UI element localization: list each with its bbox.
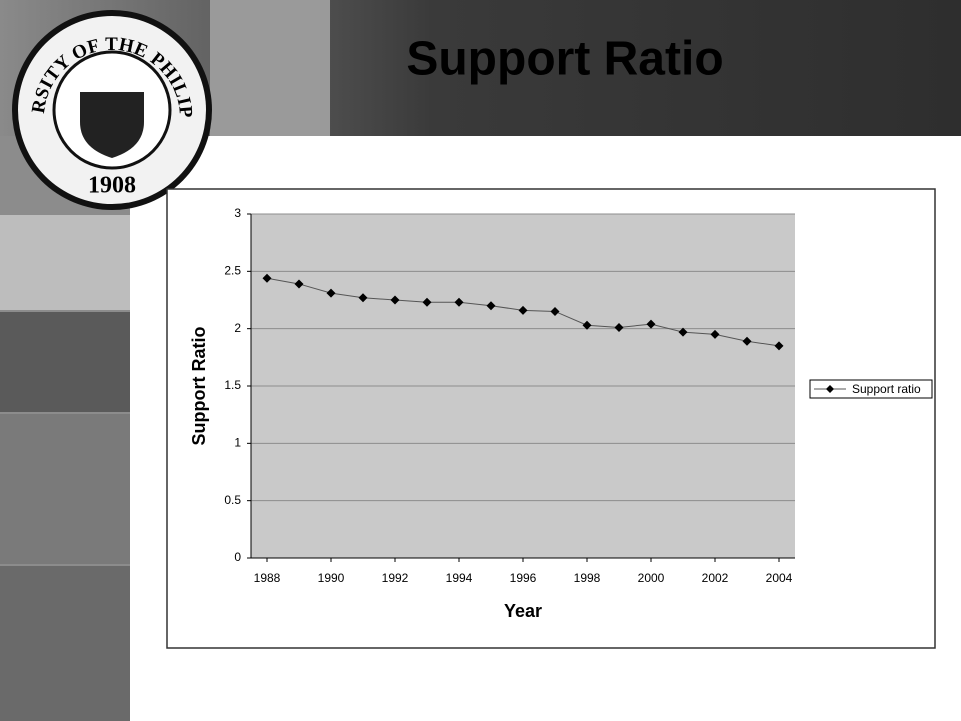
header-photo (210, 0, 330, 136)
data-point (646, 319, 656, 329)
legend-label: Support ratio (852, 382, 921, 396)
y-tick-label: 1.5 (224, 378, 241, 392)
data-point (518, 305, 528, 315)
x-tick-label: 2004 (766, 571, 793, 585)
slide-title: Support Ratio (406, 33, 723, 86)
x-tick-label: 2002 (702, 571, 729, 585)
photo (0, 566, 130, 721)
data-point (326, 288, 336, 298)
data-point (262, 273, 272, 283)
x-tick-label: 1996 (510, 571, 537, 585)
data-point (582, 320, 592, 330)
x-axis-title: Year (504, 601, 542, 621)
data-point (614, 323, 624, 333)
data-point (550, 306, 560, 316)
data-point (710, 329, 720, 339)
data-point (422, 297, 432, 307)
data-point (486, 301, 496, 311)
x-tick-label: 2000 (638, 571, 665, 585)
data-point (390, 295, 400, 305)
data-point (678, 327, 688, 337)
y-tick-label: 3 (234, 206, 241, 220)
x-tick-label: 1998 (574, 571, 601, 585)
y-tick-label: 2.5 (224, 264, 241, 278)
legend-marker (826, 385, 834, 393)
photo (0, 312, 130, 412)
chart: 0 0.5 1 1.5 2 2.5 3 1988 1990 1992 1994 1996 1998 200… (189, 206, 933, 621)
seal: UNIVERSITY OF THE PHILIPPINES 1908 (0, 0, 212, 210)
side-photos (0, 136, 130, 721)
data-point (774, 341, 784, 351)
y-tick-label: 0 (234, 550, 241, 564)
y-axis-title: Support Ratio (189, 327, 209, 446)
data-point (742, 336, 752, 346)
seal-year: 1908 (88, 173, 136, 199)
y-tick-label: 0.5 (224, 493, 241, 507)
photo (0, 414, 130, 564)
data-point (454, 297, 464, 307)
y-tick-label: 2 (234, 321, 241, 335)
y-tick-label: 1 (234, 436, 241, 450)
data-point (358, 293, 368, 303)
data-point (294, 279, 304, 289)
photo (0, 215, 130, 310)
x-tick-label: 1990 (318, 571, 345, 585)
x-tick-label: 1992 (382, 571, 409, 585)
legend-box (809, 379, 933, 399)
x-tick-label: 1994 (446, 571, 473, 585)
seal-shield (80, 92, 144, 158)
x-tick-label: 1988 (254, 571, 281, 585)
